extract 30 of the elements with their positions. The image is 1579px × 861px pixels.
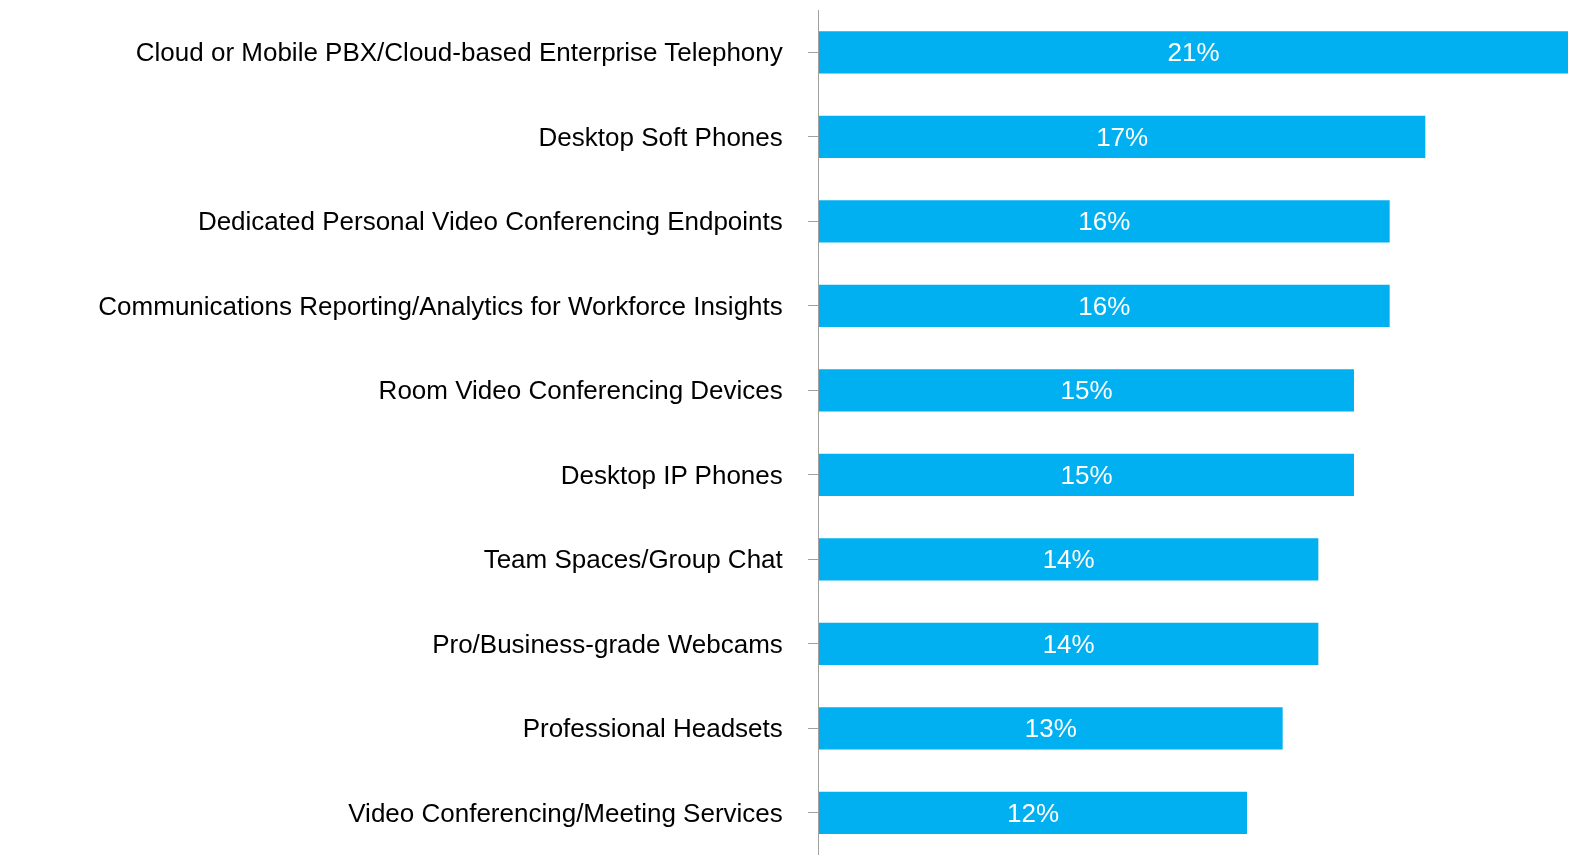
data-label: 17% bbox=[1096, 121, 1149, 152]
bar bbox=[819, 200, 1390, 243]
bar bbox=[819, 622, 1319, 665]
bar bbox=[819, 453, 1354, 496]
bar bbox=[819, 369, 1354, 412]
bar bbox=[819, 284, 1390, 327]
data-label: 14% bbox=[1042, 628, 1095, 659]
data-label: 14% bbox=[1042, 544, 1095, 575]
bar bbox=[819, 115, 1426, 158]
y-tick-label: Team Spaces/Group Chat bbox=[483, 544, 784, 575]
data-label: 15% bbox=[1060, 375, 1113, 406]
bar bbox=[819, 31, 1568, 74]
data-label: 16% bbox=[1078, 290, 1131, 321]
data-label: 16% bbox=[1078, 206, 1131, 237]
y-tick-label: Dedicated Personal Video Conferencing Endpoints bbox=[197, 206, 783, 237]
y-tick-label: Pro/Business-grade Webcams bbox=[432, 628, 783, 659]
bar bbox=[819, 707, 1283, 750]
data-label: 15% bbox=[1060, 459, 1113, 490]
data-label: 21% bbox=[1167, 37, 1220, 68]
bar bbox=[819, 791, 1247, 834]
y-tick-label: Video Conferencing/Meeting Services bbox=[348, 797, 783, 828]
y-tick-label: Communications Reporting/Analytics for Workforce Insights bbox=[98, 290, 783, 321]
data-label: 12% bbox=[1006, 797, 1060, 828]
y-tick-label: Room Video Conferencing Devices bbox=[378, 375, 783, 406]
data-label: 13% bbox=[1024, 713, 1077, 744]
bar bbox=[819, 538, 1319, 581]
y-tick-label: Professional Headsets bbox=[522, 713, 783, 744]
y-tick-label: Desktop IP Phones bbox=[560, 459, 783, 490]
y-tick-label: Cloud or Mobile PBX/Cloud-based Enterprise Telephony bbox=[135, 37, 783, 68]
y-tick-label: Desktop Soft Phones bbox=[538, 121, 783, 152]
